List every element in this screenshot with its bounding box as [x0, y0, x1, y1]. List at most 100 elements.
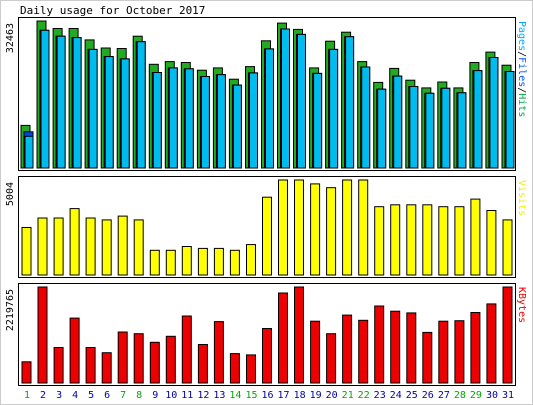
y-max-label: 5004 — [5, 182, 16, 206]
x-tick-label-day-21: 21 — [342, 390, 354, 401]
x-tick-label-day-19: 19 — [310, 390, 322, 401]
x-tick-label-day-17: 17 — [277, 390, 289, 401]
bar-kbytes-day-26 — [422, 331, 433, 384]
x-tick-label-day-30: 30 — [486, 390, 498, 401]
bar-pages-day-5 — [88, 48, 98, 169]
series-label: Pages/Files/Hits — [516, 21, 527, 117]
bar-pages-day-14 — [232, 84, 242, 169]
bar-pages-day-3 — [56, 35, 66, 169]
series-label-part: Visits — [516, 180, 527, 216]
bar-pages-day-28 — [457, 92, 467, 169]
series-label-part: Hits — [516, 93, 527, 117]
x-tick-label-day-14: 14 — [229, 390, 241, 401]
bar-kbytes-day-3 — [53, 347, 64, 384]
bar-pages-day-18 — [297, 33, 306, 169]
bar-visits-day-15 — [246, 244, 256, 276]
bar-pages-day-23 — [377, 88, 387, 169]
bar-kbytes-day-2 — [37, 286, 48, 384]
bar-visits-day-19 — [310, 183, 321, 276]
bar-pages-day-22 — [361, 66, 371, 169]
bar-pages-day-26 — [425, 92, 435, 169]
bar-kbytes-day-18 — [294, 286, 304, 384]
bar-kbytes-day-25 — [406, 312, 417, 384]
bar-visits-day-30 — [486, 210, 497, 276]
bar-pages-day-21 — [345, 36, 355, 169]
bar-pages-day-27 — [441, 87, 451, 169]
x-tick-label-day-9: 9 — [152, 390, 158, 401]
bar-kbytes-day-7 — [117, 331, 128, 384]
bar-visits-day-3 — [53, 217, 64, 276]
bar-pages-day-1 — [24, 135, 34, 169]
bar-kbytes-day-14 — [229, 353, 240, 384]
bar-pages-day-16 — [265, 48, 274, 169]
bar-visits-day-5 — [85, 217, 96, 276]
x-tick-label-day-1: 1 — [24, 390, 30, 401]
bar-visits-day-26 — [422, 204, 433, 276]
bar-kbytes-day-16 — [262, 328, 272, 384]
bar-visits-day-16 — [262, 196, 272, 276]
bar-kbytes-day-10 — [165, 335, 176, 384]
bar-kbytes-day-24 — [390, 310, 401, 384]
bar-visits-day-11 — [181, 246, 192, 276]
bar-pages-day-17 — [281, 28, 290, 169]
x-tick-label-day-10: 10 — [165, 390, 177, 401]
bar-visits-day-17 — [278, 179, 288, 276]
y-max-label: 32463 — [5, 23, 16, 53]
bar-visits-day-1 — [21, 227, 32, 276]
bar-pages-day-7 — [120, 58, 130, 169]
bar-visits-day-28 — [454, 206, 465, 276]
bar-visits-day-12 — [197, 247, 208, 276]
chart-title: Daily usage for October 2017 — [20, 4, 205, 17]
bar-visits-day-27 — [438, 206, 449, 276]
bar-pages-day-25 — [409, 86, 419, 169]
bar-visits-day-2 — [37, 217, 48, 276]
bar-visits-day-13 — [213, 247, 224, 276]
x-tick-label-day-3: 3 — [56, 390, 62, 401]
bar-kbytes-day-5 — [85, 347, 96, 384]
x-tick-label-day-6: 6 — [104, 390, 110, 401]
bar-kbytes-day-28 — [454, 320, 465, 384]
bar-pages-day-20 — [329, 48, 339, 169]
bar-kbytes-day-31 — [502, 286, 513, 384]
bar-pages-day-10 — [168, 67, 178, 169]
bar-pages-day-11 — [184, 68, 194, 169]
x-tick-label-day-8: 8 — [136, 390, 142, 401]
panel-pages-files-hits: 32463 Pages/Files/Hits — [5, 17, 527, 171]
bar-visits-day-10 — [165, 249, 176, 276]
bar-visits-day-20 — [326, 187, 337, 276]
bar-kbytes-day-9 — [149, 341, 160, 384]
bar-visits-day-21 — [342, 179, 353, 276]
x-tick-label-day-20: 20 — [326, 390, 338, 401]
bar-visits-day-14 — [229, 249, 240, 276]
bar-kbytes-day-12 — [197, 344, 208, 384]
bar-kbytes-day-4 — [69, 317, 80, 384]
bar-visits-day-23 — [374, 206, 385, 276]
x-tick-label-day-11: 11 — [181, 390, 193, 401]
bar-kbytes-day-30 — [486, 303, 497, 384]
bar-visits-day-18 — [294, 179, 304, 276]
bar-pages-day-6 — [104, 56, 114, 169]
bar-pages-day-12 — [200, 76, 210, 169]
bar-kbytes-day-20 — [326, 333, 337, 384]
bar-kbytes-day-13 — [213, 321, 224, 384]
bar-visits-day-31 — [502, 219, 513, 276]
series-label-part: KBytes — [516, 287, 527, 323]
x-tick-label-day-16: 16 — [261, 390, 273, 401]
bar-kbytes-day-8 — [133, 333, 144, 384]
x-tick-label-day-28: 28 — [454, 390, 466, 401]
bar-visits-day-25 — [406, 204, 417, 276]
x-tick-label-day-23: 23 — [374, 390, 386, 401]
series-label: KBytes — [516, 287, 527, 323]
bar-pages-day-19 — [313, 72, 323, 169]
series-label: Visits — [516, 180, 527, 216]
x-axis-labels: 1 2 3 4 5 6 7 8 9 10 11 12 13 14 15 16 17 18 19 20 21 22 23 24 2… — [24, 390, 514, 401]
bar-kbytes-day-11 — [181, 315, 192, 384]
bar-pages-day-9 — [152, 72, 162, 169]
y-max-label: 2219765 — [5, 289, 16, 331]
bar-visits-day-9 — [149, 249, 160, 276]
bar-kbytes-day-22 — [358, 319, 369, 384]
bar-pages-day-4 — [72, 37, 82, 169]
bar-visits-day-29 — [470, 198, 481, 276]
bar-kbytes-day-23 — [374, 305, 385, 384]
